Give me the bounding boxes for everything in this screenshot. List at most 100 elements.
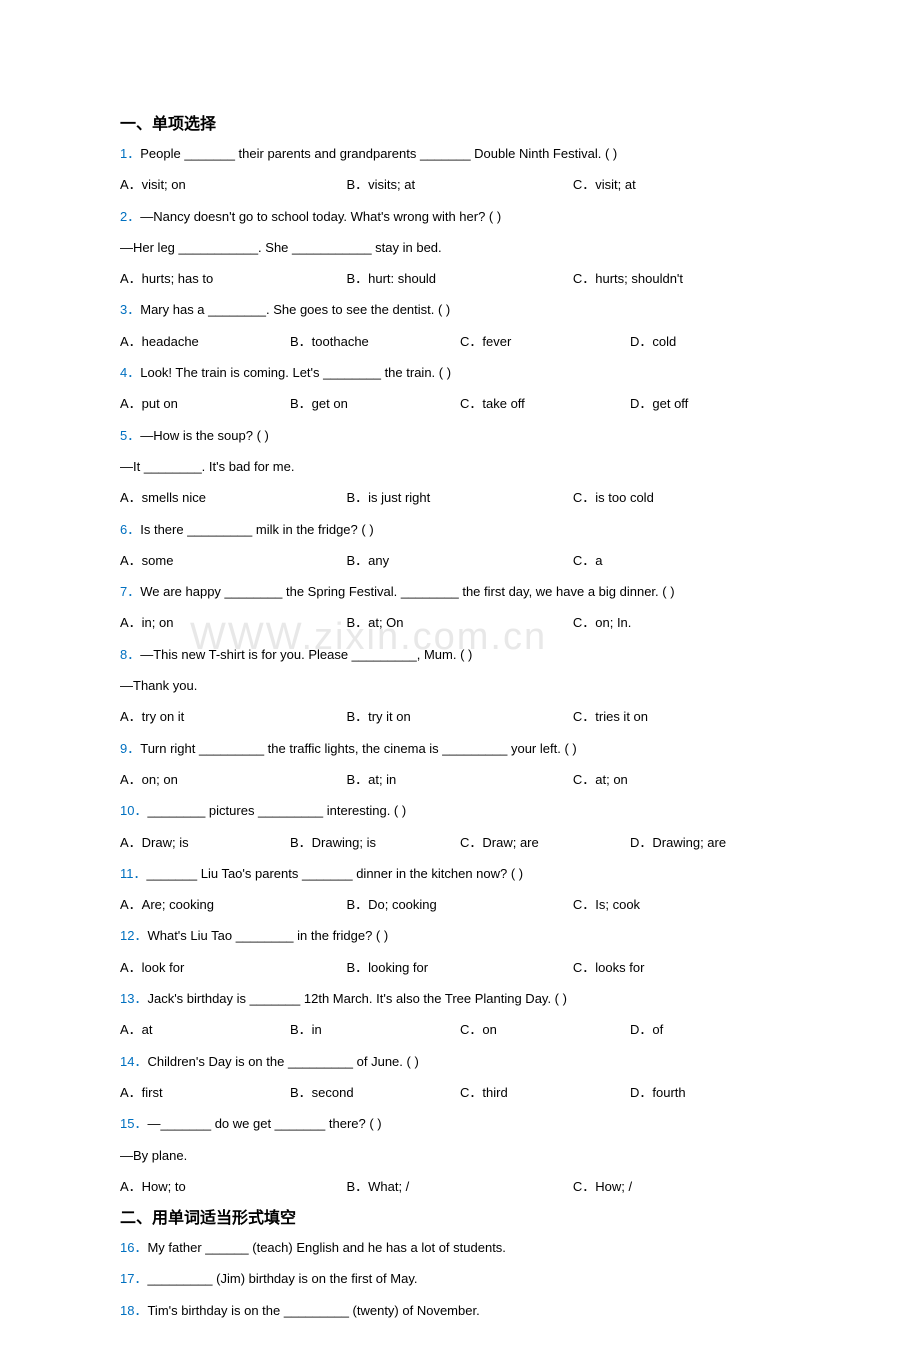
question-text: 4．Look! The train is coming. Let's _____… <box>120 359 800 386</box>
question-body: What's Liu Tao ________ in the fridge? (… <box>147 928 388 943</box>
question-body: Tim's birthday is on the _________ (twen… <box>147 1303 479 1318</box>
option: A．on; on <box>120 766 346 793</box>
option: A．some <box>120 547 346 574</box>
option: A．smells nice <box>120 484 346 511</box>
question-body: Look! The train is coming. Let's _______… <box>140 365 451 380</box>
option: A．at <box>120 1016 290 1043</box>
question-body: —_______ do we get _______ there? ( ) <box>147 1116 381 1131</box>
question-number: 10． <box>120 803 147 818</box>
question-subline: —Thank you. <box>120 672 800 699</box>
option: D．cold <box>630 328 800 355</box>
question-text: 1．People _______ their parents and grand… <box>120 140 800 167</box>
section-2-header: 二、用单词适当形式填空 <box>120 1204 800 1228</box>
option: C．a <box>573 547 799 574</box>
options-row: A．put onB．get onC．take offD．get off <box>120 390 800 417</box>
option: B．Drawing; is <box>290 829 460 856</box>
question-number: 14． <box>120 1054 147 1069</box>
options-row: A．hurts; has toB．hurt: shouldC．hurts; sh… <box>120 265 800 292</box>
question-number: 5． <box>120 428 140 443</box>
options-row: A．Draw; isB．Drawing; isC．Draw; areD．Draw… <box>120 829 800 856</box>
question-body: _________ (Jim) birthday is on the first… <box>147 1271 417 1286</box>
question-number: 15． <box>120 1116 147 1131</box>
option: B．at; On <box>346 609 572 636</box>
option: C．is too cold <box>573 484 799 511</box>
question-body: People _______ their parents and grandpa… <box>140 146 617 161</box>
question-body: Mary has a ________. She goes to see the… <box>140 302 450 317</box>
option: A．headache <box>120 328 290 355</box>
question-text: 5．—How is the soup? ( ) <box>120 422 800 449</box>
question-subline: —Her leg ___________. She ___________ st… <box>120 234 800 261</box>
fillblank-question: 18．Tim's birthday is on the _________ (t… <box>120 1297 800 1324</box>
option: C．tries it on <box>573 703 799 730</box>
option: A．try on it <box>120 703 346 730</box>
question-body: —This new T-shirt is for you. Please ___… <box>140 647 472 662</box>
options-row: A．look forB．looking forC．looks for <box>120 954 800 981</box>
option: A．put on <box>120 390 290 417</box>
question-body: We are happy ________ the Spring Festiva… <box>140 584 674 599</box>
question-text: 8．—This new T-shirt is for you. Please _… <box>120 641 800 668</box>
question-body: Is there _________ milk in the fridge? (… <box>140 522 373 537</box>
options-row: A．How; toB．What; /C．How; / <box>120 1173 800 1200</box>
options-row: A．on; onB．at; inC．at; on <box>120 766 800 793</box>
option: A．Are; cooking <box>120 891 346 918</box>
option: C．visit; at <box>573 171 799 198</box>
question-text: 7．We are happy ________ the Spring Festi… <box>120 578 800 605</box>
question-body: _______ Liu Tao's parents _______ dinner… <box>147 866 524 881</box>
option: B．try it on <box>346 703 572 730</box>
options-row: A．someB．anyC．a <box>120 547 800 574</box>
questions-container: 1．People _______ their parents and grand… <box>120 140 800 1200</box>
option: D．get off <box>630 390 800 417</box>
options-row: A．Are; cookingB．Do; cookingC．Is; cook <box>120 891 800 918</box>
option: B．second <box>290 1079 460 1106</box>
question-body: ________ pictures _________ interesting.… <box>147 803 406 818</box>
option: D．of <box>630 1016 800 1043</box>
question-body: —Nancy doesn't go to school today. What'… <box>140 209 501 224</box>
option: B．any <box>346 547 572 574</box>
option: B．at; in <box>346 766 572 793</box>
options-row: A．headacheB．toothacheC．feverD．cold <box>120 328 800 355</box>
question-text: 15．—_______ do we get _______ there? ( ) <box>120 1110 800 1137</box>
option: B．hurt: should <box>346 265 572 292</box>
question-body: Children's Day is on the _________ of Ju… <box>147 1054 418 1069</box>
option: C．third <box>460 1079 630 1106</box>
question-number: 3． <box>120 302 140 317</box>
option: A．How; to <box>120 1173 346 1200</box>
question-subline: —By plane. <box>120 1142 800 1169</box>
question-text: 10．________ pictures _________ interesti… <box>120 797 800 824</box>
question-number: 4． <box>120 365 140 380</box>
question-body: Turn right _________ the traffic lights,… <box>140 741 576 756</box>
option: B．toothache <box>290 328 460 355</box>
question-number: 7． <box>120 584 140 599</box>
option: A．hurts; has to <box>120 265 346 292</box>
question-number: 6． <box>120 522 140 537</box>
question-text: 9．Turn right _________ the traffic light… <box>120 735 800 762</box>
option: A．visit; on <box>120 171 346 198</box>
question-text: 13．Jack's birthday is _______ 12th March… <box>120 985 800 1012</box>
question-subline: —It ________. It's bad for me. <box>120 453 800 480</box>
option: B．Do; cooking <box>346 891 572 918</box>
question-body: My father ______ (teach) English and he … <box>147 1240 505 1255</box>
question-text: 2．—Nancy doesn't go to school today. Wha… <box>120 203 800 230</box>
option: B．visits; at <box>346 171 572 198</box>
option: A．in; on <box>120 609 346 636</box>
options-row: A．smells niceB．is just rightC．is too col… <box>120 484 800 511</box>
question-text: 14．Children's Day is on the _________ of… <box>120 1048 800 1075</box>
option: D．Drawing; are <box>630 829 800 856</box>
options-row: A．visit; onB．visits; atC．visit; at <box>120 171 800 198</box>
question-number: 2． <box>120 209 140 224</box>
question-text: 6．Is there _________ milk in the fridge?… <box>120 516 800 543</box>
question-number: 1． <box>120 146 140 161</box>
options-row: A．try on itB．try it onC．tries it on <box>120 703 800 730</box>
option: C．hurts; shouldn't <box>573 265 799 292</box>
content-wrapper: 一、单项选择 1．People _______ their parents an… <box>120 110 800 1324</box>
question-number: 13． <box>120 991 147 1006</box>
option: C．How; / <box>573 1173 799 1200</box>
question-number: 9． <box>120 741 140 756</box>
question-body: Jack's birthday is _______ 12th March. I… <box>147 991 567 1006</box>
fillblank-question: 16．My father ______ (teach) English and … <box>120 1234 800 1261</box>
question-text: 11．_______ Liu Tao's parents _______ din… <box>120 860 800 887</box>
option: B．in <box>290 1016 460 1043</box>
options-row: A．in; onB．at; OnC．on; In. <box>120 609 800 636</box>
option: B．What; / <box>346 1173 572 1200</box>
fillblank-question: 17．_________ (Jim) birthday is on the fi… <box>120 1265 800 1292</box>
